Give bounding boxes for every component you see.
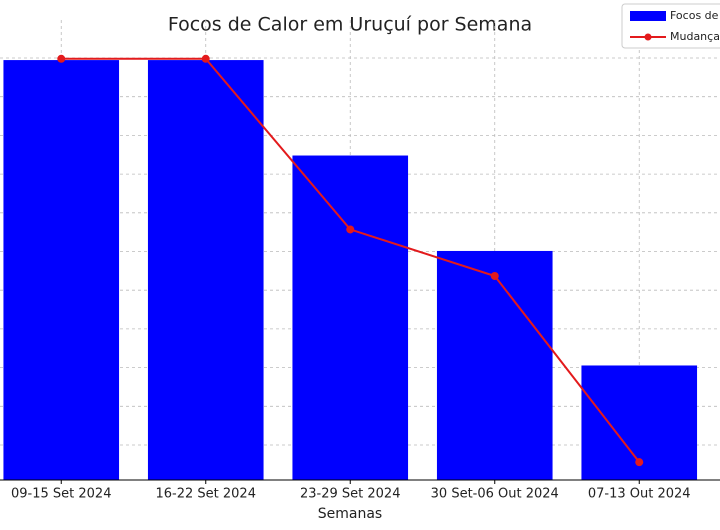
- x-tick-label: 09-15 Set 2024: [11, 487, 111, 502]
- x-tick-label: 16-22 Set 2024: [156, 487, 256, 502]
- bar: [147, 60, 264, 481]
- x-tick-label: 07-13 Out 2024: [588, 487, 691, 502]
- bar: [292, 155, 409, 480]
- chart-title: Focos de Calor em Uruçuí por Semana: [168, 14, 532, 36]
- x-tick-label: 23-29 Set 2024: [300, 487, 400, 502]
- x-axis-label: Semanas: [318, 506, 382, 522]
- bar: [436, 250, 553, 480]
- line-point: [346, 225, 355, 234]
- x-tick-label: 30 Set-06 Out 2024: [431, 487, 559, 502]
- line-point: [201, 54, 210, 63]
- legend-label: Focos de: [670, 9, 719, 22]
- legend-swatch: [630, 11, 666, 21]
- legend-label: Mudança: [670, 30, 720, 43]
- line-point: [490, 271, 499, 280]
- legend-swatch: [644, 33, 652, 41]
- bar: [3, 60, 120, 481]
- line-point: [57, 54, 66, 63]
- line-point: [635, 458, 644, 467]
